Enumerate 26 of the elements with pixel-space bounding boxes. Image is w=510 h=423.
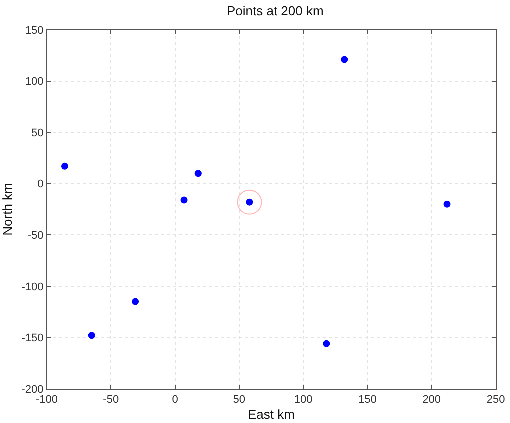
x-tick-label: -50 — [103, 394, 120, 406]
x-tick-label: 50 — [233, 394, 246, 406]
x-tick-label: 200 — [422, 394, 442, 406]
y-tick-label: 100 — [25, 76, 44, 88]
point — [444, 200, 451, 208]
point — [194, 170, 202, 178]
point — [88, 332, 96, 340]
point — [61, 162, 68, 170]
y-tick-label: -150 — [22, 332, 44, 345]
point — [180, 196, 188, 204]
y-tick-label: 0 — [38, 178, 44, 191]
x-tick-label: 100 — [294, 394, 313, 406]
y-axis-title: North km — [0, 183, 15, 236]
y-tick-label: 150 — [25, 24, 44, 37]
x-tick-label: 250 — [486, 394, 506, 406]
x-tick-label: 150 — [358, 394, 377, 406]
x-tick-label: 0 — [172, 394, 178, 406]
y-tick-label: -200 — [22, 384, 44, 396]
point — [341, 56, 348, 64]
chart-title: Points at 200 km — [226, 3, 324, 18]
y-tick-label: -50 — [28, 230, 44, 242]
y-tick-label: 50 — [32, 127, 44, 140]
point — [323, 340, 330, 348]
point — [132, 298, 140, 306]
y-tick-label: -100 — [22, 281, 44, 294]
x-axis-title: East km — [248, 406, 295, 422]
